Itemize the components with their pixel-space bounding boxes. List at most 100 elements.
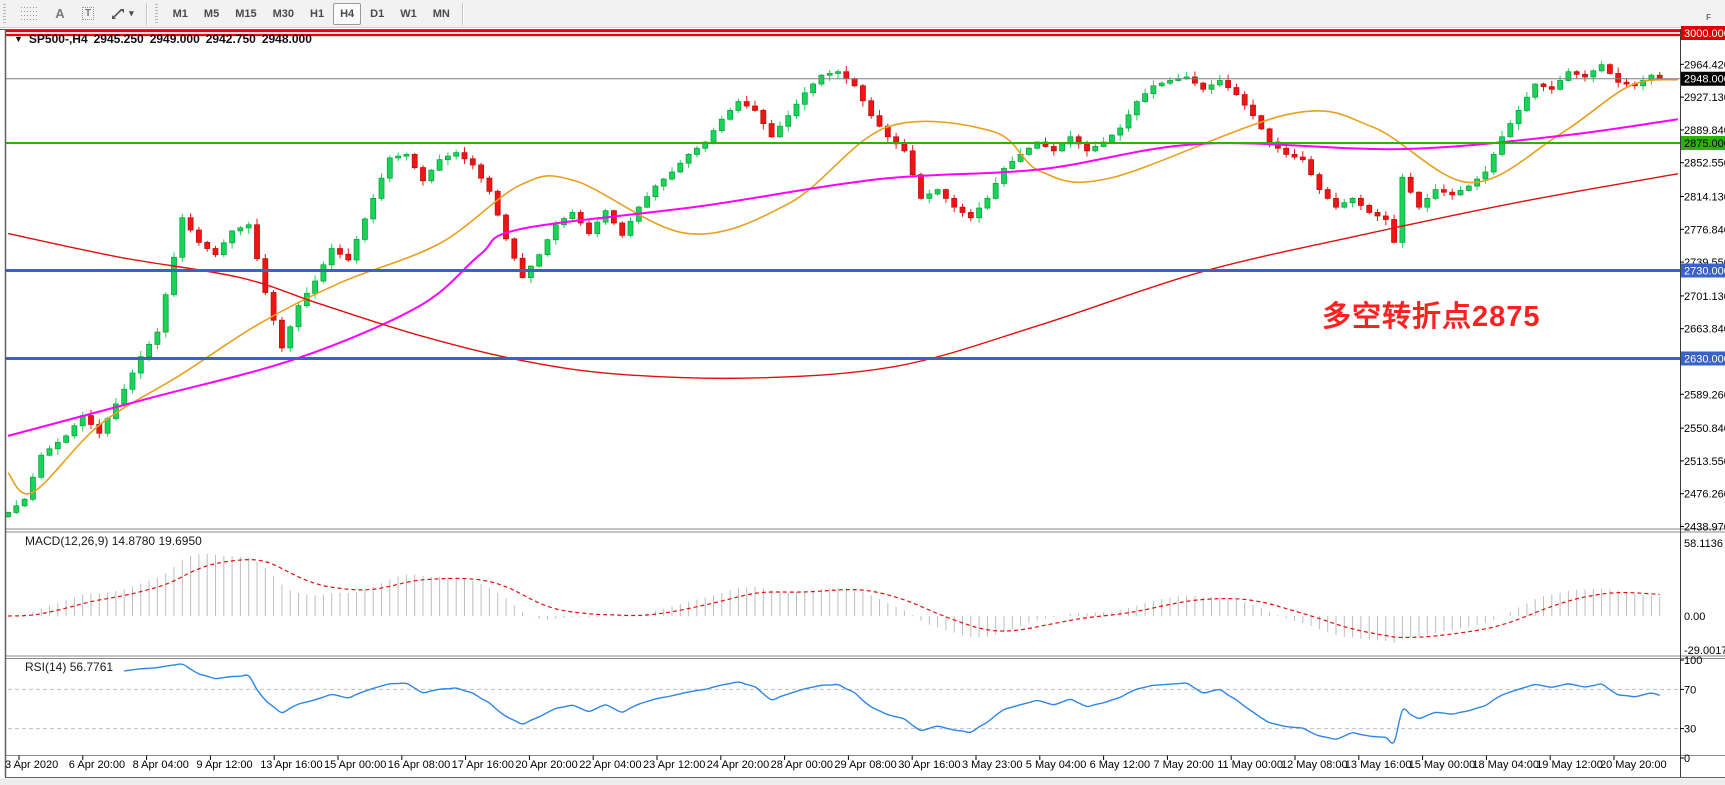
time-axis-label: 13 May 16:00	[1344, 759, 1412, 771]
macd-signal-line	[7, 559, 1660, 639]
time-axis-label: 6 Apr 20:00	[68, 759, 126, 771]
svg-text:2875.000: 2875.000	[1684, 138, 1725, 150]
time-axis-label: 3 Apr 2020	[5, 759, 59, 771]
time-axis-label: 6 May 12:00	[1089, 759, 1151, 771]
ohlc-close: 2948.000	[261, 32, 312, 46]
price-tick-label: 2550.840	[1684, 423, 1725, 435]
price-tick-label: 2964.420	[1684, 59, 1725, 71]
time-axis-label: 15 Apr 00:00	[324, 759, 387, 771]
price-tick-label: 2701.130	[1684, 291, 1725, 303]
timeframe-button-H1[interactable]: H1	[303, 3, 331, 25]
timeframe-button-MN[interactable]: MN	[426, 3, 457, 25]
time-axis-label: 22 Apr 04:00	[579, 759, 642, 771]
chart-title: ▼ SP500-,H4 2945.250 2949.000 2942.750 2…	[14, 32, 312, 46]
time-axis-label: 28 Apr 00:00	[770, 759, 833, 771]
svg-text:3000.000: 3000.000	[1684, 28, 1725, 40]
text-icon: A	[55, 6, 65, 21]
macd-name: MACD(12,26,9)	[25, 534, 109, 548]
ohlc-low: 2942.750	[205, 32, 256, 46]
price-axis: 2964.420 2927.130 2889.840 2852.550 2814.130…	[1680, 59, 1725, 534]
timeframe-button-H4[interactable]: H4	[333, 2, 362, 25]
fast-ma-line	[7, 78, 1679, 495]
price-tick-label: 2438.970	[1684, 522, 1725, 534]
time-axis-label: 23 Apr 12:00	[643, 759, 706, 771]
time-axis-label: 24 Apr 20:00	[706, 759, 770, 771]
slow-ma-line	[7, 173, 1679, 380]
svg-text:2730.000: 2730.000	[1684, 266, 1725, 278]
timeframe-button-M1[interactable]: M1	[166, 3, 195, 25]
rsi-axis-label: 0	[1684, 753, 1690, 765]
time-axis-label: 5 May 04:00	[1025, 759, 1087, 771]
timeframe-button-M5[interactable]: M5	[197, 3, 226, 25]
svg-text:2630.000: 2630.000	[1684, 353, 1725, 365]
time-axis-label: 18 May 04:00	[1472, 759, 1540, 771]
rsi-label: RSI(14) 56.7761	[25, 660, 113, 674]
time-axis-label: 9 Apr 12:00	[196, 759, 253, 771]
price-annotation: 多空转折点2875	[1322, 301, 1541, 333]
time-axis-label: 13 Apr 16:00	[260, 759, 323, 771]
time-axis-label: 30 Apr 16:00	[898, 759, 961, 771]
candlestick-series	[5, 60, 1663, 518]
macd-main-value: 14.8780	[111, 534, 156, 548]
time-axis-label: 8 Apr 04:00	[132, 759, 189, 771]
current-price-badge: 2948.000	[1681, 71, 1725, 86]
price-tick-label: 2589.260	[1684, 389, 1725, 401]
toolbar-drag-handle[interactable]	[153, 3, 161, 24]
toolbar: F A T ▾ M1 M5 M15 M30 H1 H4 D1 W1 MN	[0, 0, 1725, 28]
panel-frame	[0, 29, 1725, 785]
macd-signal-value: 19.6950	[158, 534, 202, 548]
ohlc-high: 2949.000	[149, 32, 200, 46]
time-axis-label: 29 Apr 08:00	[834, 759, 897, 771]
timeframe-button-group: M1 M5 M15 M30 H1 H4 D1 W1 MN	[165, 2, 458, 25]
rsi-axis-label: 100	[1684, 655, 1702, 667]
macd-label: MACD(12,26,9) 14.8780 19.6950	[25, 534, 202, 548]
timeframe-button-M15[interactable]: M15	[228, 3, 263, 25]
time-axis-label: 11 May 00:00	[1217, 759, 1284, 771]
time-axis-label: 16 Apr 08:00	[387, 759, 451, 771]
price-tick-label: 2889.840	[1684, 125, 1725, 137]
fibonacci-retracement-button[interactable]: F	[14, 3, 1711, 25]
timeframe-button-M30[interactable]: M30	[266, 3, 301, 25]
time-axis-label: 7 May 20:00	[1153, 759, 1214, 771]
time-axis-label: 12 May 08:00	[1281, 759, 1348, 771]
price-tick-label: 2927.130	[1684, 92, 1725, 104]
chevron-down-icon: ▾	[129, 8, 134, 18]
insert-text-button[interactable]: A	[47, 3, 73, 25]
price-badge-2730: 2730.000	[1681, 263, 1725, 278]
timeframe-button-W1[interactable]: W1	[393, 3, 424, 25]
rsi-name: RSI(14)	[25, 660, 67, 674]
rsi-line	[124, 663, 1660, 744]
timeframe-button-D1[interactable]: D1	[363, 3, 391, 25]
price-tick-label: 2776.840	[1684, 224, 1725, 236]
toolbar-drag-handle[interactable]	[2, 3, 9, 24]
price-badge-3000: 3000.000	[1681, 26, 1725, 41]
rsi-value: 56.7761	[69, 660, 114, 674]
fibonacci-f-glyph: F	[1706, 13, 1711, 22]
time-axis-label: 19 May 12:00	[1536, 759, 1603, 771]
time-axis-label: 3 May 23:00	[962, 759, 1023, 771]
text-label-button[interactable]: T	[75, 3, 101, 25]
text-label-icon: T	[82, 7, 95, 20]
time-axis-label: 15 May 00:00	[1408, 759, 1476, 771]
macd-axis-label: 0.00	[1684, 611, 1705, 623]
fibonacci-retracement-icon	[21, 7, 38, 20]
price-tick-label: 2852.550	[1684, 158, 1725, 170]
macd-axis-label: -29.0017	[1684, 645, 1725, 657]
rsi-axis-label: 30	[1684, 724, 1696, 736]
level-line-3000	[5, 29, 1680, 37]
arrows-icon	[112, 8, 125, 19]
time-axis-label: 20 Apr 20:00	[515, 759, 578, 771]
symbol-timeframe: SP500-,H4	[28, 32, 88, 46]
toolbar-separator	[461, 2, 464, 25]
rsi-axis-label: 70	[1684, 684, 1696, 696]
arrows-tool-button[interactable]: ▾	[103, 3, 141, 25]
toolbar-separator	[145, 2, 148, 25]
price-tick-label: 2476.260	[1684, 489, 1725, 501]
time-axis-label: 20 May 20:00	[1600, 759, 1667, 771]
macd-axis-label: 58.1136	[1684, 538, 1723, 550]
time-axis-label: 17 Apr 16:00	[451, 759, 514, 771]
ohlc-open: 2945.250	[93, 32, 144, 46]
